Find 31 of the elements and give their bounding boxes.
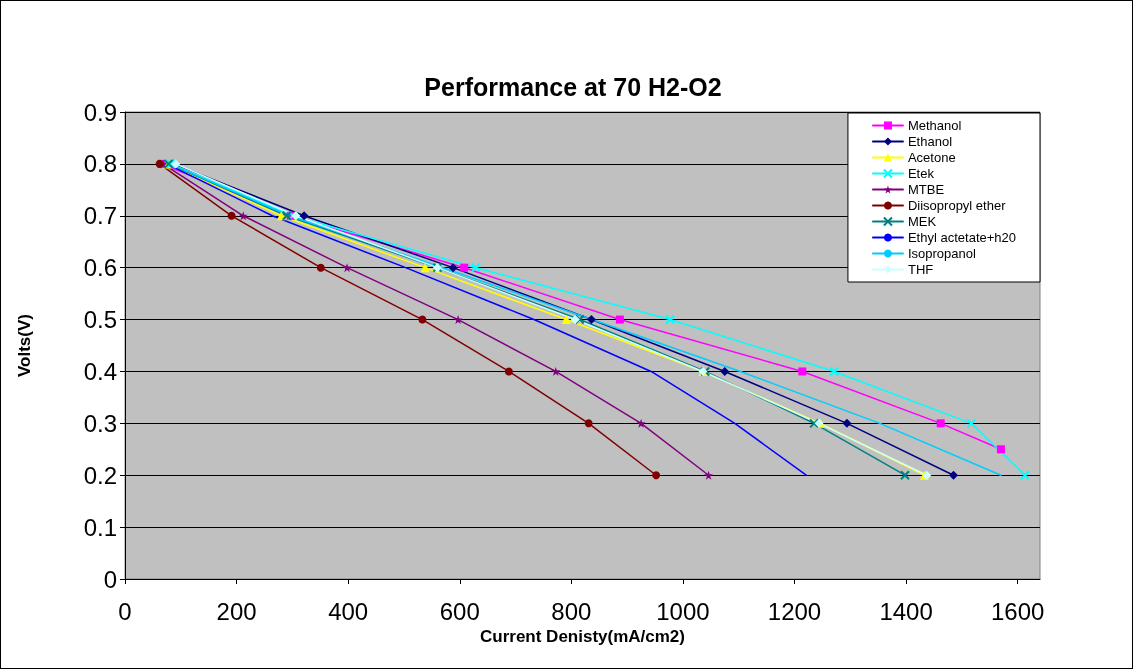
y-tick-label: 0.1 — [83, 513, 117, 541]
y-tick-label: 0.2 — [83, 461, 117, 489]
x-tick-label: 800 — [551, 597, 592, 625]
legend-label: THF — [907, 262, 934, 277]
legend-label: MEK — [907, 214, 937, 229]
y-tick-label: 0.5 — [83, 306, 117, 334]
y-tick-label: 0.3 — [83, 409, 117, 437]
y-tick-label: 0.4 — [83, 357, 117, 385]
x-tick-label: 1400 — [879, 597, 933, 625]
x-tick-label: 1000 — [656, 597, 710, 625]
x-tick-label: 600 — [439, 597, 480, 625]
legend-label: Ethyl actetate+h20 — [907, 230, 1017, 245]
y-tick-label: 0.9 — [83, 98, 117, 126]
y-axis-title: Volts(V) — [15, 314, 34, 377]
legend-label: Etek — [907, 166, 935, 181]
x-tick-label: 1600 — [990, 597, 1045, 625]
y-tick-label: 0 — [103, 565, 117, 593]
y-tick-label: 0.8 — [83, 150, 117, 178]
legend-label: Ethanol — [907, 134, 953, 149]
legend-label: Acetone — [907, 150, 956, 165]
chart-title: Performance at 70 H2-O2 — [424, 72, 722, 101]
legend-label: Isopropanol — [907, 246, 976, 261]
legend-label: Methanol — [907, 118, 962, 133]
legend-label: Diisopropyl ether — [907, 198, 1007, 213]
x-tick-label: 400 — [328, 597, 369, 625]
x-tick-label: 1200 — [767, 597, 822, 625]
y-tick-label: 0.7 — [83, 202, 117, 230]
legend-label: MTBE — [907, 182, 945, 197]
x-tick-label: 200 — [216, 597, 257, 625]
y-tick-label: 0.6 — [83, 254, 117, 282]
x-axis-title: Current Denisty(mA/cm2) — [480, 626, 685, 646]
